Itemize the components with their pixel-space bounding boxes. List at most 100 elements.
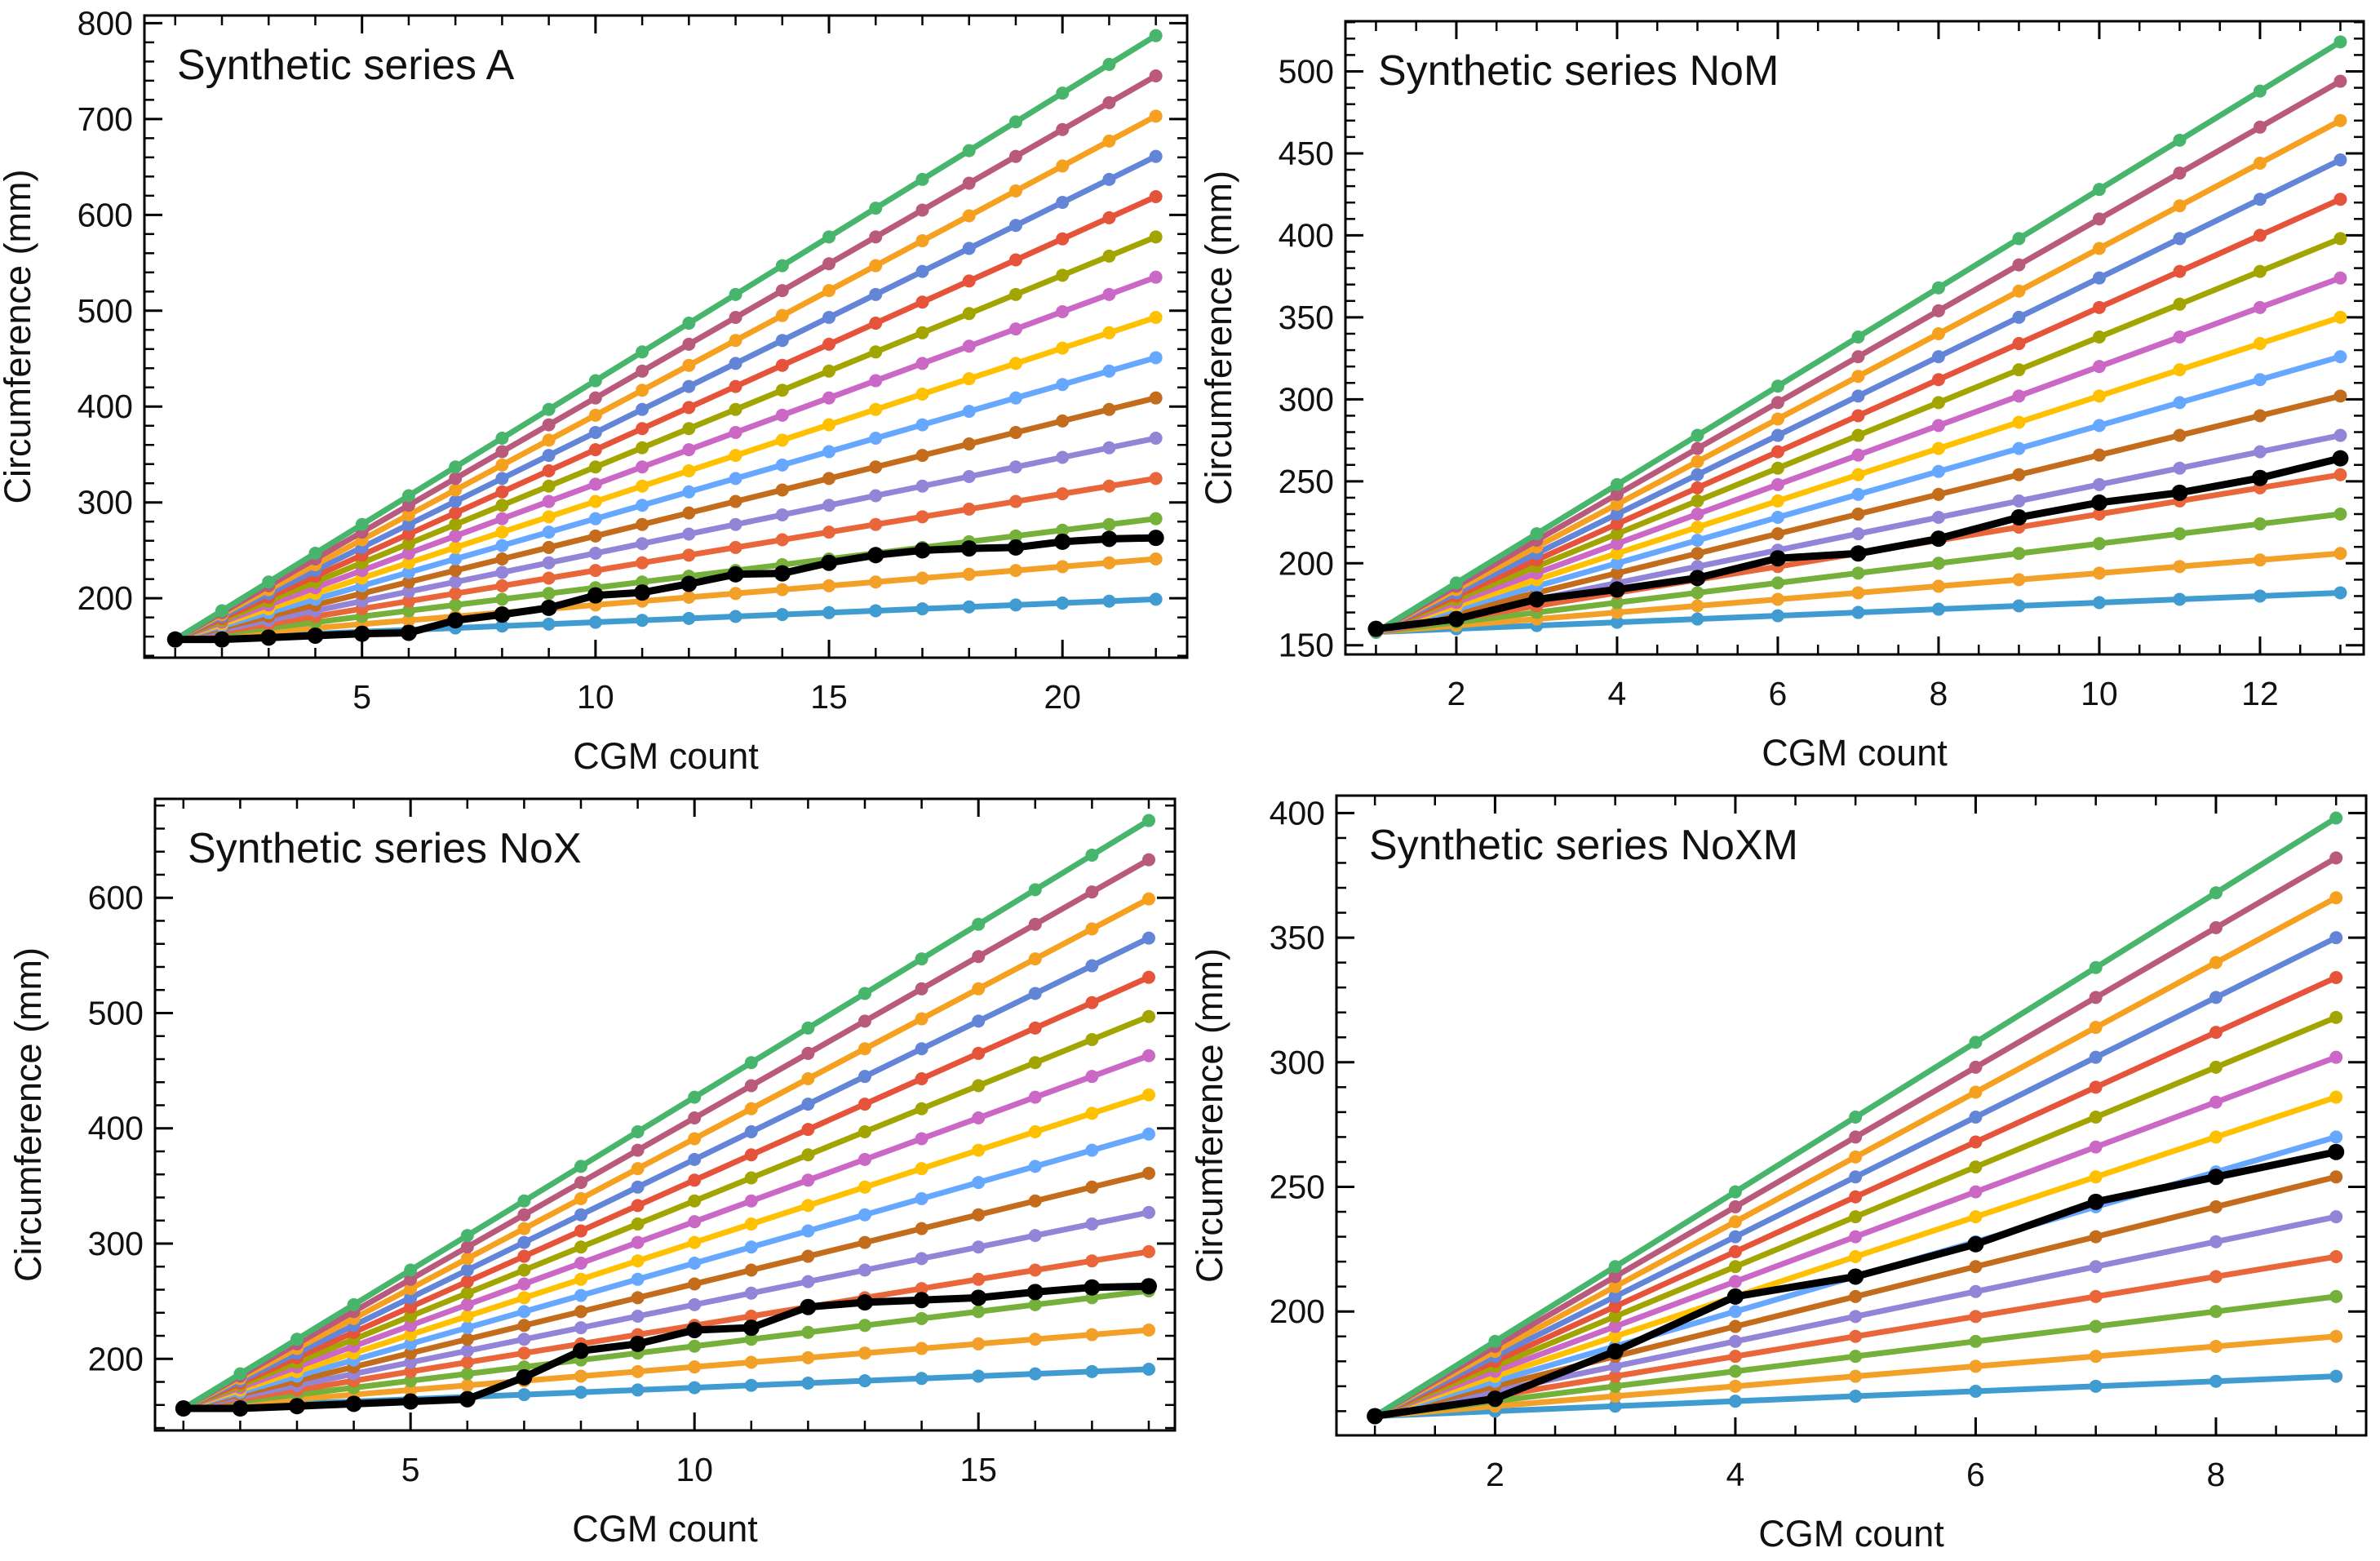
x-axis-label: CGM count xyxy=(1762,732,1948,774)
series-15-point xyxy=(915,952,929,966)
highlight-series-point xyxy=(960,540,977,557)
series-10-point xyxy=(688,1194,702,1208)
series-5-point xyxy=(972,1240,986,1254)
series-11-point xyxy=(1851,409,1865,423)
series-9-point xyxy=(972,1111,986,1125)
series-1-point xyxy=(688,1381,702,1395)
series-15-point xyxy=(1488,1334,1502,1348)
plot-area xyxy=(166,29,1164,648)
x-tick-label: 10 xyxy=(577,678,614,716)
series-15-point xyxy=(1085,848,1099,862)
series-7-point xyxy=(2012,441,2026,455)
series-5-point xyxy=(460,1344,474,1358)
series-4-point xyxy=(404,1364,418,1378)
series-11-point xyxy=(822,337,836,351)
series-12-point xyxy=(972,1014,986,1028)
series-8-point xyxy=(404,1328,418,1341)
series-7-point xyxy=(1851,487,1865,501)
y-tick-label: 250 xyxy=(1279,463,1334,500)
series-3-line xyxy=(175,516,1157,643)
series-10-point xyxy=(2012,363,2026,377)
series-5-point xyxy=(682,527,696,541)
series-5-point xyxy=(2089,1260,2103,1274)
series-8-point xyxy=(962,372,976,386)
series-11-point xyxy=(1728,1244,1742,1258)
series-4-point xyxy=(915,1282,929,1296)
series-4-point xyxy=(1728,1350,1742,1364)
series-13-point xyxy=(1028,952,1042,966)
series-2-point xyxy=(972,1337,986,1350)
series-3-point xyxy=(2333,508,2347,521)
series-13 xyxy=(1368,891,2343,1423)
series-11-point xyxy=(2333,193,2347,206)
series-11-point xyxy=(1969,1135,1983,1149)
series-9-point xyxy=(1969,1185,1983,1199)
series-10-point xyxy=(449,517,463,531)
series-4-point xyxy=(1849,1329,1863,1343)
series-6-point xyxy=(631,1291,645,1305)
series-5-point xyxy=(1969,1284,1983,1298)
series-10-point xyxy=(542,479,556,493)
series-5-point xyxy=(1102,441,1116,455)
series-11-point xyxy=(449,506,463,520)
series-5-point xyxy=(542,556,556,570)
series-1-point xyxy=(1771,609,1784,623)
series-7-point xyxy=(588,512,602,526)
highlight-series-point xyxy=(1007,539,1024,556)
series-14-point xyxy=(858,1014,871,1028)
series-5-point xyxy=(2329,1210,2343,1224)
series-2-point xyxy=(775,583,789,596)
series-6-point xyxy=(915,449,929,463)
series-2-line xyxy=(175,556,1156,643)
y-tick-label: 500 xyxy=(78,292,133,330)
chart-panel-3: 5 10 15 200 300 400 500 600 Synthetic series NoX… xyxy=(7,797,1177,1550)
x-tick-label: 6 xyxy=(1966,1456,1985,1493)
series-10-point xyxy=(495,499,509,512)
series-3-point xyxy=(401,604,415,618)
series-15-point xyxy=(449,460,463,474)
highlight-series-point xyxy=(494,606,511,623)
series-11-point xyxy=(962,274,976,288)
series-14-point xyxy=(729,311,742,325)
highlight-series-point xyxy=(1026,1284,1044,1301)
series-14-point xyxy=(2329,851,2343,865)
series-8-point xyxy=(636,479,649,493)
series-3-point xyxy=(1969,1334,1983,1348)
series-3-point xyxy=(2209,1305,2223,1319)
series-12-point xyxy=(682,379,696,393)
series-4-line xyxy=(175,475,1157,643)
highlight-series-point xyxy=(572,1342,589,1359)
series-13-point xyxy=(801,1071,815,1085)
series-1-point xyxy=(682,611,696,625)
series-5-point xyxy=(869,489,883,503)
series-10-point xyxy=(517,1263,531,1277)
series-2-point xyxy=(1028,1333,1042,1346)
series-5-point xyxy=(801,1275,815,1288)
series-1-point xyxy=(1728,1395,1742,1408)
x-tick-label: 2 xyxy=(1447,675,1466,712)
series-13-point xyxy=(1608,1279,1622,1293)
series-15-point xyxy=(2329,811,2343,825)
series-7-point xyxy=(1149,351,1163,365)
x-axis-label: CGM count xyxy=(572,1508,758,1550)
series-14-point xyxy=(744,1079,758,1093)
series-13-point xyxy=(1056,159,1070,173)
series-10-point xyxy=(2173,297,2187,311)
y-axis-label: Circumference (mm) xyxy=(0,169,38,503)
series-10-point xyxy=(2253,264,2267,278)
series-8-point xyxy=(801,1199,815,1213)
series-4-point xyxy=(729,540,742,554)
series-4-point xyxy=(775,533,789,547)
y-tick-label: 250 xyxy=(1270,1169,1325,1206)
series-4-point xyxy=(636,556,649,570)
series-4-point xyxy=(1056,487,1070,501)
y-tick-label: 300 xyxy=(88,1225,144,1262)
highlight-series-line xyxy=(183,1282,1150,1412)
series-5-point xyxy=(2253,445,2267,459)
series-9-point xyxy=(1085,1070,1099,1084)
series-4-point xyxy=(495,579,509,592)
y-tick-label: 800 xyxy=(78,4,133,42)
series-1-point xyxy=(1969,1384,1983,1398)
series-3-point xyxy=(1931,557,1945,570)
series-6-point xyxy=(962,437,976,451)
